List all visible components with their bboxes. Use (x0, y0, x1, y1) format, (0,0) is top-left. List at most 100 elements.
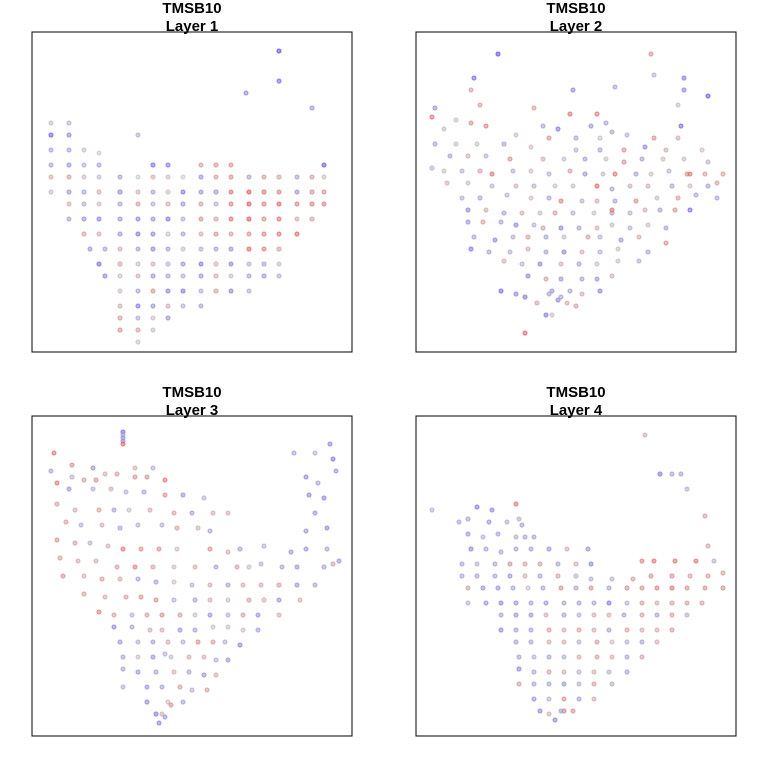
data-point (96, 174, 102, 180)
data-point (192, 627, 198, 633)
data-point (255, 612, 261, 618)
data-point (705, 543, 711, 549)
data-point (576, 639, 582, 645)
data-point (573, 585, 579, 591)
data-point (588, 123, 594, 129)
data-point (693, 192, 699, 198)
data-point (180, 189, 186, 195)
data-point (117, 525, 123, 531)
data-point (72, 540, 78, 546)
data-point (546, 639, 552, 645)
data-point (531, 222, 537, 228)
data-point (465, 516, 471, 522)
data-point (96, 261, 102, 267)
data-point (330, 561, 336, 567)
plot-frame (31, 415, 353, 737)
data-point (258, 561, 264, 567)
data-point (294, 174, 300, 180)
data-point (213, 162, 219, 168)
data-point (51, 450, 57, 456)
data-point (171, 579, 177, 585)
data-point (639, 654, 645, 660)
data-point (228, 216, 234, 222)
data-point (210, 624, 216, 630)
data-point (588, 576, 594, 582)
data-point (522, 573, 528, 579)
data-point (531, 183, 537, 189)
data-point (180, 273, 186, 279)
data-point (213, 273, 219, 279)
data-point (105, 543, 111, 549)
data-point (513, 222, 519, 228)
data-point (174, 525, 180, 531)
data-point (321, 189, 327, 195)
data-point (489, 171, 495, 177)
data-point (213, 657, 219, 663)
data-point (609, 207, 615, 213)
data-point (165, 303, 171, 309)
data-point (513, 183, 519, 189)
data-point (603, 156, 609, 162)
data-point (600, 171, 606, 177)
data-point (132, 564, 138, 570)
data-point (81, 201, 87, 207)
data-point (213, 288, 219, 294)
data-point (609, 576, 615, 582)
panel-layer-3: TMSB10 Layer 3 (31, 384, 353, 737)
data-point (459, 573, 465, 579)
panel-title: TMSB10 (162, 384, 221, 401)
data-point (519, 261, 525, 267)
data-point (246, 273, 252, 279)
data-point (207, 597, 213, 603)
data-point (150, 201, 156, 207)
data-point (594, 111, 600, 117)
data-point (117, 327, 123, 333)
data-point (246, 189, 252, 195)
data-point (246, 231, 252, 237)
data-point (561, 600, 567, 606)
data-point (465, 585, 471, 591)
data-point (159, 711, 165, 717)
data-point (702, 513, 708, 519)
data-point (198, 162, 204, 168)
data-point (648, 573, 654, 579)
data-point (468, 120, 474, 126)
data-point (261, 543, 267, 549)
data-point (669, 573, 675, 579)
data-point (618, 237, 624, 243)
data-point (147, 627, 153, 633)
data-point (654, 600, 660, 606)
data-point (429, 114, 435, 120)
data-point (552, 210, 558, 216)
data-point (189, 582, 195, 588)
data-point (615, 258, 621, 264)
data-point (525, 234, 531, 240)
data-point (201, 654, 207, 660)
data-point (213, 174, 219, 180)
data-point (558, 276, 564, 282)
data-point (513, 612, 519, 618)
data-point (135, 654, 141, 660)
data-point (591, 600, 597, 606)
data-point (531, 681, 537, 687)
data-point (630, 576, 636, 582)
data-point (48, 189, 54, 195)
data-point (558, 585, 564, 591)
data-point (237, 546, 243, 552)
data-point (672, 558, 678, 564)
data-point (165, 231, 171, 237)
data-point (483, 546, 489, 552)
data-point (246, 261, 252, 267)
data-point (324, 546, 330, 552)
data-point (498, 219, 504, 225)
data-point (687, 171, 693, 177)
data-point (159, 612, 165, 618)
data-point (510, 234, 516, 240)
data-point (195, 639, 201, 645)
data-point (654, 195, 660, 201)
data-point (615, 246, 621, 252)
data-point (474, 573, 480, 579)
data-point (669, 471, 675, 477)
data-point (303, 546, 309, 552)
data-point (198, 201, 204, 207)
